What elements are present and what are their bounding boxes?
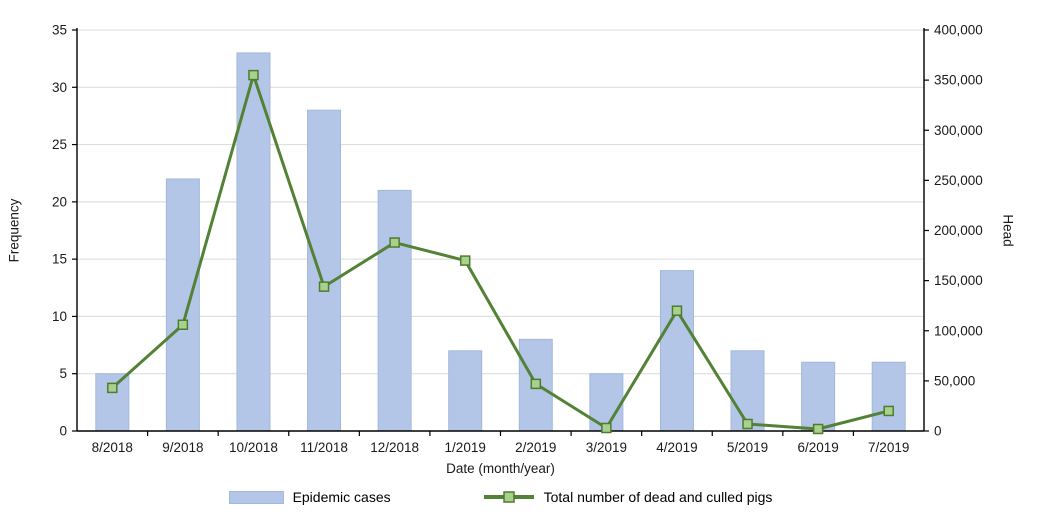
line-marker-4/2019 (671, 305, 683, 316)
bar-4/2019 (659, 270, 694, 432)
line-marker-9/2018 (177, 319, 189, 330)
legend-item-epidemic-cases: Epidemic cases (228, 489, 391, 505)
line-path (110, 73, 891, 431)
left-tick-label: 35 (52, 23, 67, 38)
legend: Epidemic cases Total number of dead and … (0, 489, 1001, 505)
bar-9/2018 (165, 178, 200, 432)
right-tick-label: 150,000 (934, 273, 983, 288)
bar-swatch-icon (228, 490, 284, 504)
bar-7/2019 (871, 361, 906, 432)
bar-12/2018 (377, 189, 412, 432)
left-tick-label: 10 (52, 309, 67, 324)
x-category-label: 7/2019 (868, 440, 909, 455)
legend-item-dead-culled-pigs: Total number of dead and culled pigs (483, 489, 773, 505)
line-marker-11/2018 (318, 281, 330, 292)
x-category-label: 1/2019 (445, 440, 486, 455)
legend-label-epidemic-cases: Epidemic cases (292, 489, 391, 505)
right-tick-label: 400,000 (934, 23, 983, 38)
bar-5/2019 (730, 350, 765, 432)
line-marker-3/2019 (601, 422, 612, 434)
right-tick-label: 300,000 (934, 123, 983, 138)
x-category-label: 2/2019 (515, 440, 556, 455)
right-tick-label: 100,000 (934, 323, 983, 338)
axes: 0 5 10 15 20 25 30 35 0 50,000 100,000 150,000 200,0… (52, 23, 983, 456)
left-tick-label: 25 (52, 137, 67, 152)
bar-1/2019 (448, 350, 483, 432)
line-marker-1/2019 (459, 255, 471, 266)
line-marker-8/2018 (107, 382, 118, 394)
bar-8/2018 (95, 373, 130, 432)
line-marker-12/2018 (389, 237, 400, 248)
right-tick-label: 0 (934, 424, 942, 439)
left-tick-label: 15 (52, 252, 67, 267)
left-tick-label: 5 (59, 366, 67, 381)
right-axis-title: Head (1000, 214, 1016, 247)
line-marker-5/2019 (742, 418, 753, 430)
x-category-label: 10/2018 (229, 440, 278, 455)
right-tick-label: 200,000 (934, 223, 983, 238)
line-marker-2/2019 (530, 378, 542, 390)
x-axis-title: Date (month/year) (446, 461, 555, 476)
line-series (107, 69, 894, 435)
x-category-label: 11/2018 (300, 440, 348, 455)
left-axis-title: Frequency (6, 198, 22, 263)
left-tick-label: 30 (52, 80, 67, 95)
line-marker-6/2019 (812, 423, 824, 435)
x-category-label: 3/2019 (586, 440, 627, 455)
right-tick-label: 250,000 (934, 173, 983, 188)
x-category-label: 4/2019 (656, 440, 697, 455)
x-category-label: 6/2019 (797, 440, 838, 455)
bar-series (95, 52, 906, 432)
bar-6/2019 (801, 361, 836, 432)
x-category-label: 5/2019 (727, 440, 768, 455)
right-tick-label: 50,000 (934, 373, 975, 388)
line-marker-10/2018 (248, 69, 259, 81)
x-category-label: 12/2018 (370, 440, 419, 455)
x-category-label: 8/2018 (92, 440, 133, 455)
legend-label-dead-culled-pigs: Total number of dead and culled pigs (543, 489, 773, 505)
right-tick-label: 350,000 (934, 73, 983, 88)
line-swatch-icon (483, 491, 534, 503)
line-marker-7/2019 (883, 405, 894, 417)
x-category-label: 9/2018 (162, 440, 203, 455)
bar-11/2018 (307, 109, 342, 432)
left-tick-label: 0 (59, 424, 67, 439)
left-tick-label: 20 (52, 194, 67, 209)
